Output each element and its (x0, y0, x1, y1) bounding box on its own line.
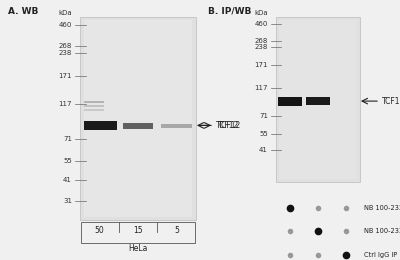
Bar (84, 121, 117, 130)
Text: 171: 171 (58, 73, 72, 79)
Text: 460: 460 (59, 22, 72, 28)
Text: 50: 50 (94, 226, 104, 235)
Text: TCF12: TCF12 (216, 121, 239, 130)
Text: 15: 15 (133, 226, 143, 235)
Text: NB 100-2337 IP: NB 100-2337 IP (364, 205, 400, 211)
Text: HeLa: HeLa (128, 244, 148, 254)
Bar (276, 17, 360, 182)
Bar (81, 222, 195, 243)
Text: B. IP/WB: B. IP/WB (208, 6, 251, 16)
Text: 71: 71 (63, 135, 72, 142)
Text: 71: 71 (259, 113, 268, 119)
Text: 41: 41 (259, 147, 268, 153)
Bar (306, 97, 330, 105)
Text: 117: 117 (254, 85, 268, 91)
Text: 268: 268 (59, 43, 72, 49)
Text: 55: 55 (63, 158, 72, 164)
Text: NB 100-2338 IP: NB 100-2338 IP (364, 228, 400, 235)
Text: 41: 41 (63, 177, 72, 183)
Bar (161, 124, 192, 128)
Bar (84, 20, 192, 217)
Text: 460: 460 (255, 21, 268, 27)
Text: 55: 55 (259, 131, 268, 137)
Bar (279, 20, 357, 179)
Text: 5: 5 (174, 226, 179, 235)
Bar (123, 123, 153, 129)
Text: kDa: kDa (254, 10, 268, 16)
Text: TCF12: TCF12 (218, 121, 241, 130)
Text: TCF12: TCF12 (382, 97, 400, 106)
Bar (80, 17, 196, 220)
Bar (84, 105, 104, 107)
Text: Ctrl IgG IP: Ctrl IgG IP (364, 252, 397, 258)
Text: 31: 31 (63, 198, 72, 204)
Text: A. WB: A. WB (8, 6, 38, 16)
Text: 238: 238 (255, 44, 268, 50)
Bar (278, 96, 302, 106)
Bar (84, 109, 104, 110)
Text: 117: 117 (58, 101, 72, 107)
Text: 268: 268 (255, 38, 268, 44)
Bar (84, 101, 104, 103)
Text: kDa: kDa (58, 10, 72, 16)
Text: 238: 238 (59, 50, 72, 56)
Text: 171: 171 (254, 62, 268, 68)
